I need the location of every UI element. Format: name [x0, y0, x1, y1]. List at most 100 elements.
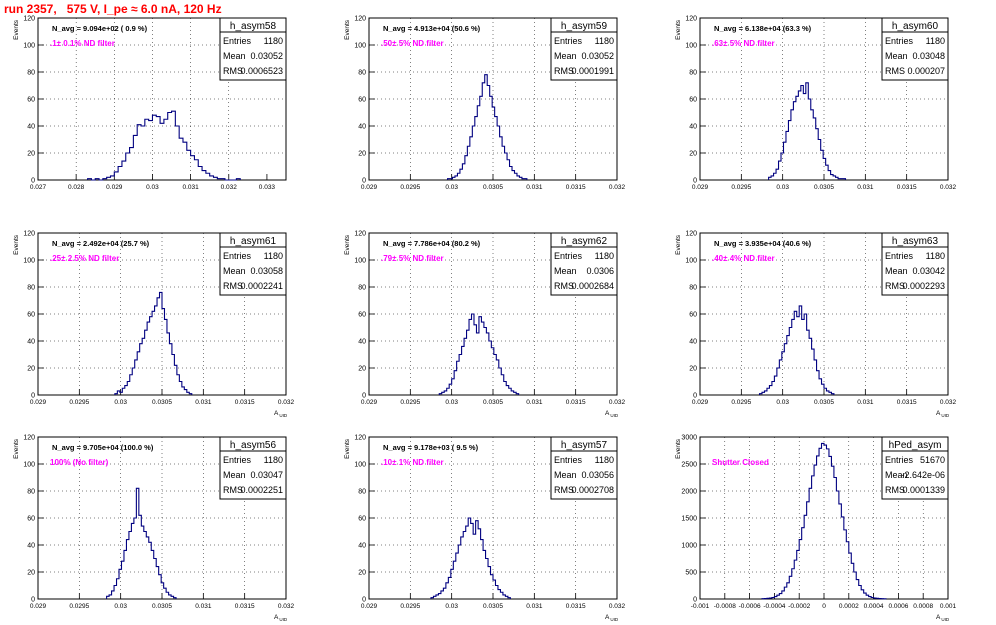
x-tick-label: 0.03 [146, 184, 159, 191]
histogram-line [761, 442, 887, 600]
stats-label-mean: Mean [223, 266, 246, 276]
y-tick-label: 500 [685, 570, 697, 577]
stats-label-entries: Entries [554, 251, 583, 261]
x-tick-label: 0 [822, 603, 826, 610]
y-tick-label: 0 [693, 178, 697, 185]
y-tick-label: 120 [354, 231, 366, 238]
stats-box-title: h_asym62 [561, 236, 608, 247]
stats-label-mean: Mean [885, 51, 908, 61]
y-axis-title: Events [13, 234, 20, 255]
y-tick-label: 60 [689, 97, 697, 104]
filter-label: .1± 0.1% ND filter [50, 39, 115, 48]
x-axis-title: AUID [274, 410, 288, 418]
stats-value-entries: 1180 [264, 251, 283, 261]
x-tick-label: 0.028 [68, 184, 85, 191]
stats-label-rms: RMS [554, 485, 574, 495]
histogram-panel-h_asym61: 0 20 40 60 80 100 120 0.029 0.0295 0.03 0.0305 0.03… [13, 231, 295, 419]
x-tick-label: 0.03 [776, 399, 789, 406]
x-tick-label: 0.03 [445, 603, 458, 610]
y-tick-label: 20 [689, 366, 697, 373]
y-tick-label: 2000 [681, 489, 697, 496]
stats-value-mean: 0.03056 [581, 470, 614, 480]
stats-label-mean: Mean [554, 51, 577, 61]
histogram-panel-h_asym58: 0 20 40 60 80 100 120 0.027 0.028 0.029 0.03 0.031 0… [13, 16, 287, 191]
y-tick-label: 2500 [681, 462, 697, 469]
n-avg-label: N_avg = 3.935e+04 (40.6 %) [714, 239, 812, 248]
y-tick-label: 20 [27, 570, 35, 577]
y-tick-label: 100 [354, 258, 366, 265]
y-tick-label: 40 [358, 339, 366, 346]
stats-value-rms: 0.0002251 [240, 485, 283, 495]
histogram-line [87, 110, 241, 181]
stats-label-rms: RMS [223, 485, 243, 495]
y-tick-label: 0 [693, 597, 697, 604]
y-tick-label: 80 [27, 489, 35, 496]
x-tick-label: 0.031 [857, 399, 874, 406]
x-tick-label: 0.0295 [400, 603, 420, 610]
histogram-line [438, 313, 520, 395]
stats-label-mean: Mean [885, 470, 908, 480]
stats-box [881, 232, 949, 296]
x-tick-label: 0.0002 [839, 603, 859, 610]
y-axis-title: Events [344, 438, 351, 459]
stats-value-mean: 0.03047 [250, 470, 283, 480]
y-tick-label: 0 [31, 178, 35, 185]
stats-label-entries: Entries [885, 455, 914, 465]
y-tick-label: 60 [27, 516, 35, 523]
y-tick-label: 20 [689, 151, 697, 158]
y-tick-label: 120 [23, 435, 35, 442]
x-tick-label: 0.031 [857, 184, 874, 191]
x-tick-label: 0.0315 [235, 603, 255, 610]
x-tick-label: 0.0315 [566, 399, 586, 406]
x-tick-label: 0.027 [30, 184, 47, 191]
x-tick-label: -0.0004 [763, 603, 785, 610]
y-tick-label: 60 [27, 97, 35, 104]
y-tick-label: 3000 [681, 435, 697, 442]
y-tick-label: 1500 [681, 516, 697, 523]
filter-label: .40± 4% ND filter [712, 254, 775, 263]
filter-label: .63± 5% ND filter [712, 39, 775, 48]
y-tick-label: 0 [693, 393, 697, 400]
y-tick-label: 40 [358, 543, 366, 550]
y-axis-title: Events [344, 19, 351, 40]
x-tick-label: 0.029 [361, 399, 378, 406]
y-tick-label: 20 [27, 366, 35, 373]
histogram-line [768, 82, 847, 180]
stats-box [219, 17, 287, 81]
x-tick-label: 0.033 [259, 184, 276, 191]
y-axis-title: Events [13, 438, 20, 459]
y-axis-title: Events [675, 19, 682, 40]
stats-label-entries: Entries [554, 455, 583, 465]
y-tick-label: 100 [23, 43, 35, 50]
y-tick-label: 100 [685, 43, 697, 50]
x-axis-title: AUID [605, 614, 619, 622]
x-tick-label: 0.0004 [864, 603, 884, 610]
stats-value-rms: 0.0002241 [240, 281, 283, 291]
x-tick-label: 0.0305 [814, 184, 834, 191]
filter-label: Shutter Closed [712, 458, 769, 467]
histogram-panel-h_asym59: 0 20 40 60 80 100 120 0.029 0.0295 0.03 0.0305 0.03… [344, 16, 626, 192]
x-tick-label: 0.0295 [69, 603, 89, 610]
stats-label-mean: Mean [885, 266, 908, 276]
x-tick-label: 0.031 [195, 399, 212, 406]
x-tick-label: 0.0315 [897, 184, 917, 191]
y-tick-label: 0 [362, 393, 366, 400]
filter-label: 100% (No filter) [50, 458, 109, 467]
stats-box [219, 436, 287, 500]
stats-value-mean: -2.642e-06 [901, 470, 945, 480]
x-tick-label: 0.031 [526, 603, 543, 610]
x-tick-label: 0.031 [526, 399, 543, 406]
histogram-panel-h_asym56: 0 20 40 60 80 100 120 0.029 0.0295 0.03 0.0305 0.03… [13, 435, 295, 623]
stats-value-rms: 0.0001991 [571, 66, 614, 76]
y-tick-label: 0 [362, 597, 366, 604]
y-tick-label: 80 [358, 489, 366, 496]
stats-value-mean: 0.03052 [581, 51, 614, 61]
stats-label-entries: Entries [885, 36, 914, 46]
y-tick-label: 60 [358, 97, 366, 104]
x-axis-title: AUID [605, 410, 619, 418]
y-tick-label: 120 [685, 231, 697, 238]
stats-value-mean: 0.03058 [250, 266, 283, 276]
stats-box [881, 436, 949, 500]
x-tick-label: 0.032 [609, 184, 626, 191]
stats-value-entries: 1180 [926, 36, 945, 46]
